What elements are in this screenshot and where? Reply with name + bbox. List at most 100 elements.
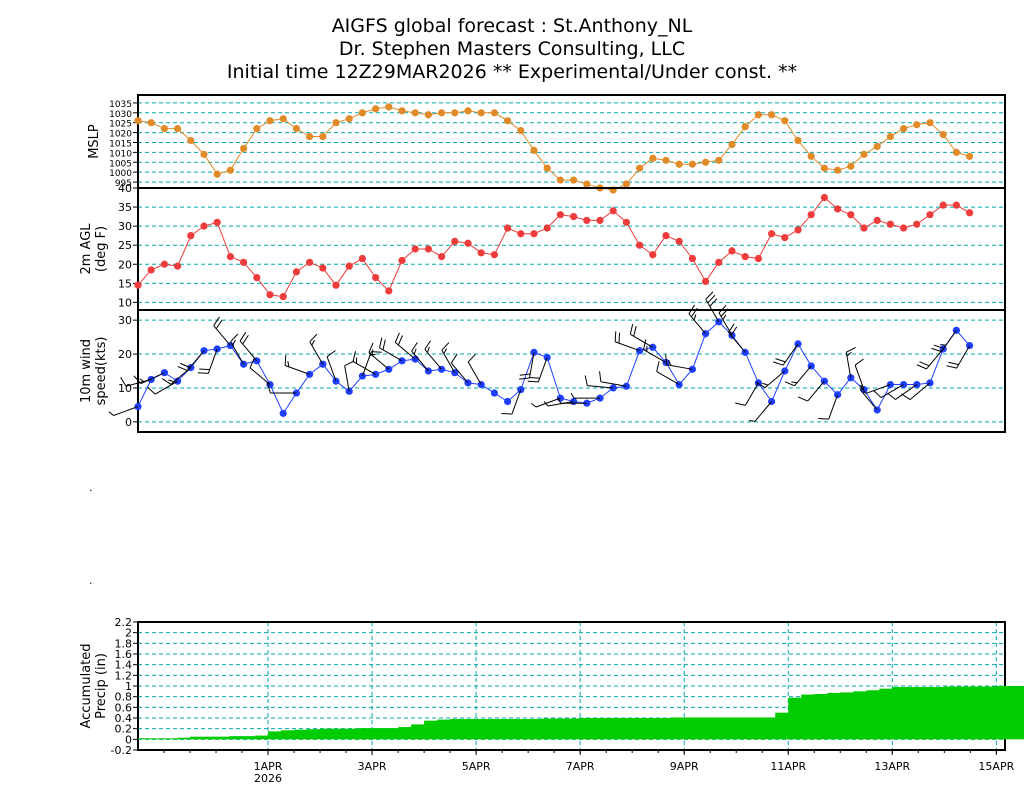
- wind-barb-feather: [784, 381, 795, 387]
- wind-barb-staff: [113, 406, 139, 416]
- wind-barb: [629, 324, 654, 348]
- wind-barb-feather: [249, 358, 255, 369]
- precip-bar: [1009, 686, 1023, 740]
- wind-barb: [309, 333, 324, 365]
- precip-bar: [203, 736, 217, 740]
- temp-point: [570, 212, 578, 221]
- wind-barb-staff: [728, 332, 746, 353]
- wind-barb-staff: [535, 397, 561, 408]
- precip-bar: [606, 718, 620, 740]
- wind-barb-staff: [764, 370, 786, 389]
- temp-point: [649, 251, 657, 259]
- wind-barb: [519, 352, 535, 380]
- mslp-point: [820, 164, 829, 172]
- mslp-point: [675, 160, 683, 168]
- wind-barb-feather: [599, 371, 602, 382]
- wind-barb-feather: [266, 382, 271, 394]
- wind-speed-panel: 0 10 20 30 10m wind speed(kts): [79, 291, 1006, 433]
- y-tick-label: 2.2: [115, 616, 133, 629]
- y-tick-label: 20: [118, 258, 132, 271]
- mslp-series-line: [137, 106, 970, 191]
- wind-barb-feather: [531, 402, 537, 408]
- y-axis-label-2: speed(kts): [94, 337, 109, 406]
- mslp-point: [319, 132, 327, 141]
- temp-point: [728, 247, 736, 255]
- mslp-point: [543, 164, 551, 172]
- mslp-point: [926, 119, 934, 127]
- precip-bar: [151, 738, 165, 740]
- y-tick-label: 10: [118, 296, 132, 309]
- precip-bar: [515, 719, 529, 740]
- y-tick-label: 995: [115, 179, 132, 189]
- precip-bar: [970, 686, 984, 740]
- precip-bar: [749, 717, 763, 740]
- wind-barb-feather: [749, 420, 755, 422]
- wind-barb-feather: [931, 347, 942, 353]
- wind-barb-feather: [642, 339, 647, 350]
- wind-barb: [614, 331, 640, 352]
- mslp-point: [332, 119, 340, 127]
- wind-point: [675, 380, 683, 389]
- stray-dot-2: .: [89, 574, 93, 587]
- wind-barb: [441, 342, 456, 373]
- wind-barb-feather: [147, 386, 156, 395]
- mslp-point: [768, 111, 776, 119]
- wind-barb-staff: [895, 384, 918, 400]
- wind-barb: [147, 380, 178, 395]
- mslp-point: [873, 142, 881, 151]
- y-tick-label: 40: [118, 182, 132, 195]
- wind-barb: [344, 360, 355, 392]
- precip-bar: [827, 692, 841, 740]
- wind-barb-staff: [587, 385, 614, 389]
- wind-barb-feather: [722, 314, 727, 321]
- precip-bar: [710, 717, 724, 740]
- wind-barb-feather: [629, 324, 634, 335]
- wind-barb-feather: [197, 372, 209, 374]
- wind-barb-staff: [630, 333, 654, 348]
- mslp-point: [451, 109, 459, 117]
- wind-barb: [901, 382, 931, 400]
- mslp-point: [174, 125, 182, 133]
- wind-barb-feather: [230, 333, 239, 343]
- temp-point: [900, 224, 908, 232]
- temp-point: [781, 233, 789, 242]
- temp-point: [174, 262, 182, 270]
- wind-barb-feather: [557, 397, 562, 404]
- y-tick-label: 0.2: [115, 723, 133, 736]
- temp-point: [358, 254, 366, 263]
- wind-barb-feather: [519, 377, 530, 380]
- wind-barb: [599, 371, 627, 387]
- temp-point: [820, 193, 829, 202]
- wind-barb-feather: [709, 298, 718, 307]
- wind-barb-feather: [368, 342, 374, 353]
- wind-barb-feather: [529, 377, 540, 379]
- wind-barb-staff: [249, 367, 271, 385]
- precip-bar: [307, 729, 321, 740]
- precip-bar: [216, 736, 230, 740]
- wind-barb-staff: [828, 394, 839, 420]
- mslp-point: [213, 170, 221, 178]
- wind-barb: [326, 350, 337, 382]
- x-tick-year: 2026: [254, 772, 282, 785]
- temp-point: [490, 251, 498, 259]
- temp-point: [609, 207, 617, 215]
- mslp-point: [279, 115, 287, 123]
- wind-barb-feather: [570, 392, 575, 399]
- wind-barb-staff: [656, 371, 680, 385]
- wind-barb-feather: [344, 360, 355, 367]
- precip-panel: -0.200.20.40.60.811.21.41.61.822.2 Accumu…: [79, 616, 1024, 785]
- wind-barb-staff: [154, 380, 178, 395]
- wind-point: [913, 380, 921, 389]
- wind-barb-feather: [688, 304, 696, 315]
- wind-barb-feather: [691, 307, 698, 318]
- wind-barb-feather: [450, 353, 458, 364]
- mslp-point: [570, 176, 578, 184]
- mslp-point: [886, 132, 895, 141]
- wind-barb-feather: [720, 308, 729, 317]
- temp-point: [306, 258, 314, 266]
- mslp-point: [240, 144, 248, 153]
- wind-barb-staff: [309, 341, 324, 365]
- wind-barb-feather: [854, 358, 864, 366]
- wind-barb-staff: [547, 401, 574, 407]
